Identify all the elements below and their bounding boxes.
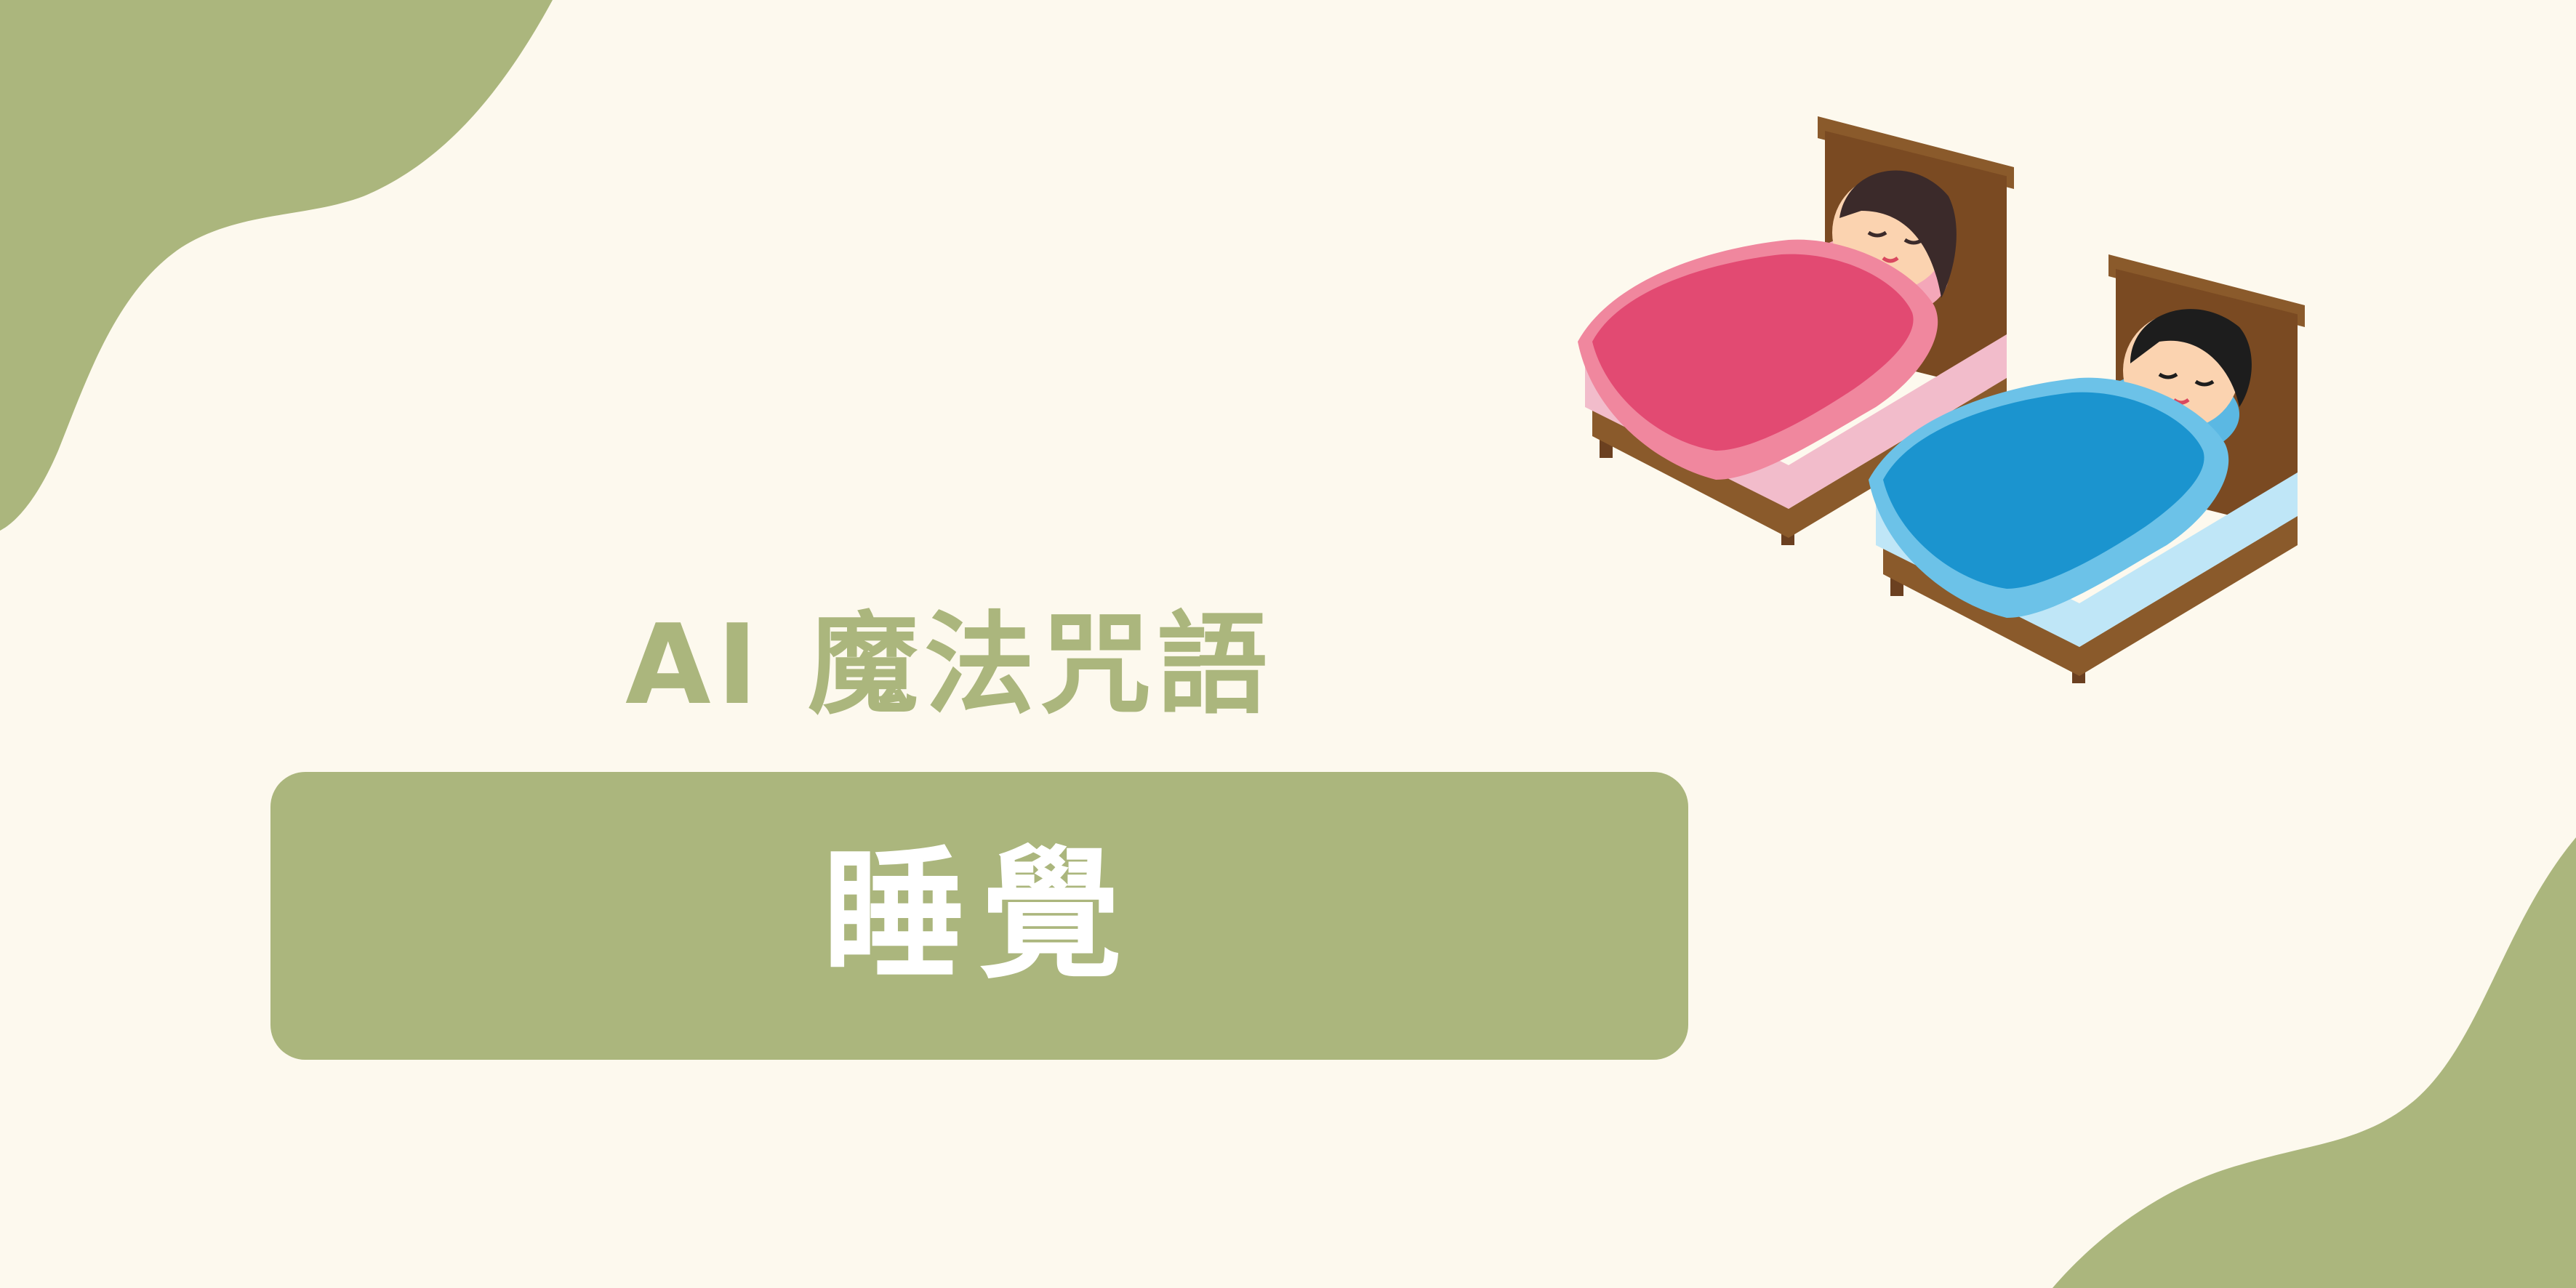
topic-banner: 睡覺 xyxy=(270,772,1688,1060)
sleeping-kids-illustration xyxy=(1578,116,2305,683)
blue-bed xyxy=(1869,254,2305,683)
decorative-blob-bottom-right xyxy=(2053,837,2576,1288)
banner-label: 睡覺 xyxy=(822,833,1136,999)
heading-container: AI 魔法咒語 xyxy=(625,596,1323,734)
decorative-blob-top-left xyxy=(0,0,553,531)
pink-bed xyxy=(1578,116,2014,545)
page-title: AI 魔法咒語 xyxy=(625,600,1274,729)
